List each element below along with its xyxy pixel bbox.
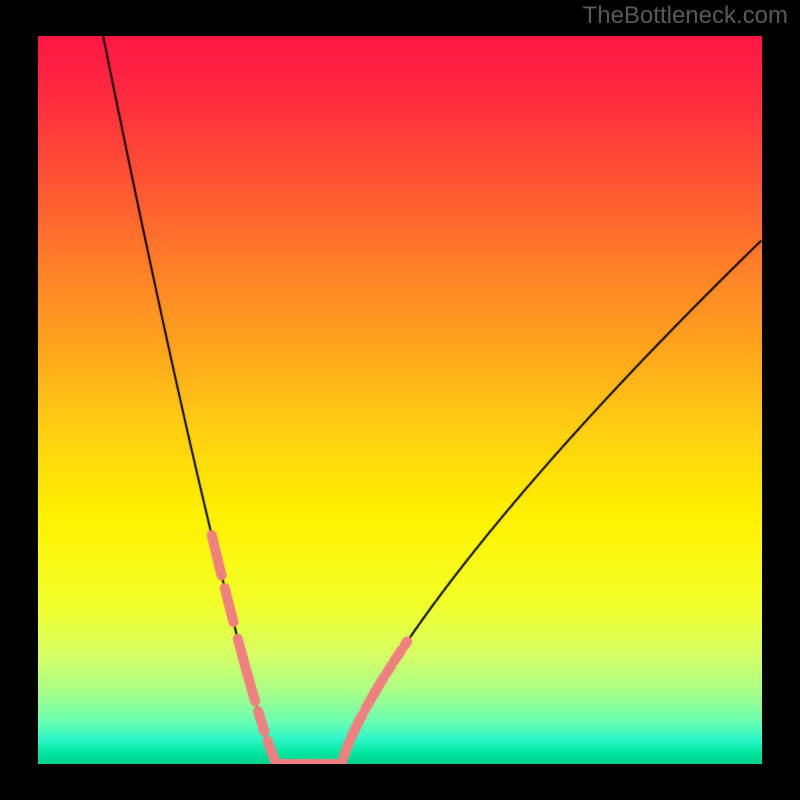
chart-plot-area	[38, 36, 762, 764]
chart-canvas	[38, 36, 762, 764]
watermark-text: TheBottleneck.com	[583, 2, 788, 30]
